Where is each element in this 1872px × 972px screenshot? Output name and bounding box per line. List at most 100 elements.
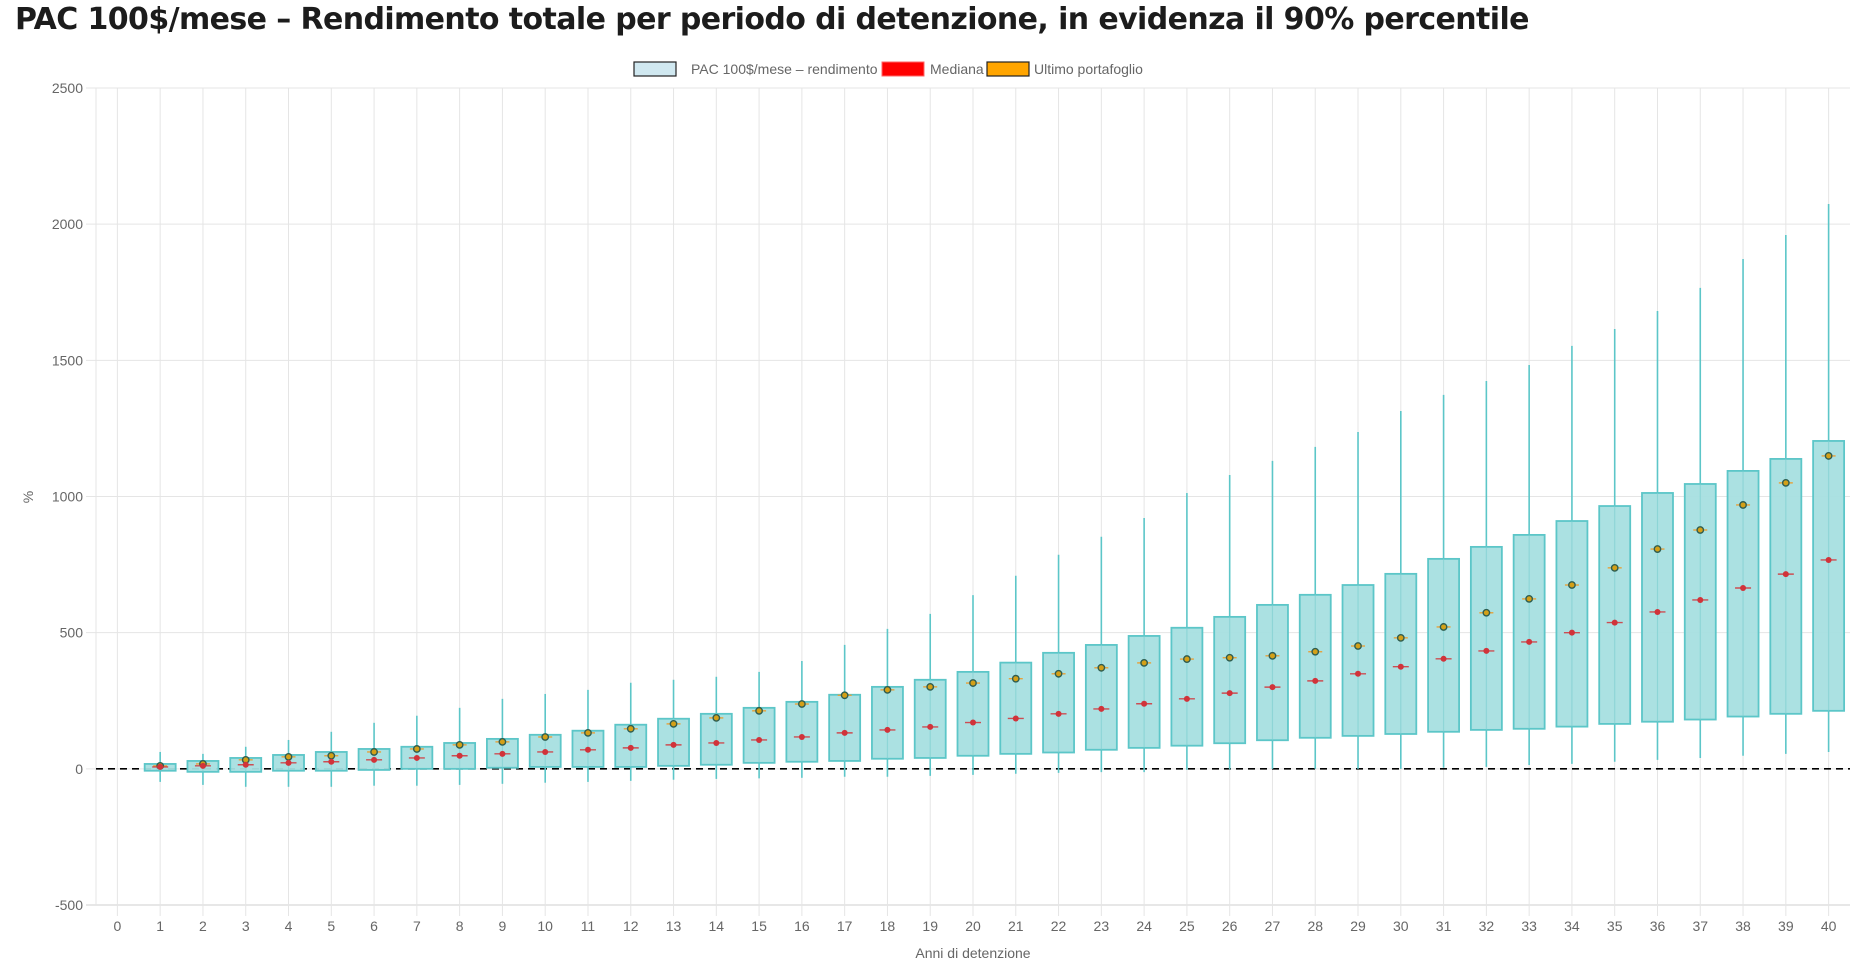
box-group[interactable] — [1469, 381, 1503, 767]
x-tick-label: 17 — [837, 918, 853, 934]
legend-swatch-rendimento — [633, 61, 677, 77]
last-portfolio-point — [498, 737, 507, 746]
last-portfolio-point — [883, 685, 892, 694]
last-portfolio-point — [1781, 478, 1790, 487]
x-tick-label: 21 — [1008, 918, 1024, 934]
chart-title: PAC 100$/mese – Rendimento totale per pe… — [15, 2, 1529, 37]
x-tick-label: 25 — [1179, 918, 1195, 934]
box-group[interactable] — [1256, 460, 1289, 769]
x-tick-label: 27 — [1265, 918, 1281, 934]
box-group[interactable] — [229, 746, 263, 787]
box-group[interactable] — [785, 660, 819, 778]
box-group[interactable] — [272, 739, 305, 787]
box-group[interactable] — [1341, 431, 1375, 769]
box-group[interactable] — [486, 698, 519, 784]
x-tick-label: 30 — [1393, 918, 1409, 934]
x-tick-label: 34 — [1564, 918, 1580, 934]
median-point — [499, 750, 506, 757]
box-group[interactable] — [999, 575, 1033, 774]
box-group[interactable] — [1598, 329, 1632, 762]
last-portfolio-point — [969, 679, 977, 687]
box-group[interactable] — [1084, 536, 1118, 773]
last-portfolio-point — [1568, 581, 1576, 589]
box-group[interactable] — [1127, 518, 1161, 773]
box-group[interactable] — [1512, 364, 1546, 766]
median-point — [285, 759, 292, 766]
median-point — [1697, 596, 1704, 603]
median-point — [328, 758, 335, 765]
last-portfolio-point — [1097, 663, 1106, 672]
box-group[interactable] — [1213, 474, 1247, 770]
box-group[interactable] — [1170, 492, 1204, 770]
last-portfolio-point — [1739, 501, 1747, 509]
last-portfolio-point — [1610, 563, 1619, 572]
median-point — [157, 763, 164, 770]
box-group[interactable] — [699, 676, 733, 779]
median-point — [1440, 655, 1447, 662]
median-point — [970, 719, 976, 726]
x-tick-label: 19 — [922, 918, 938, 934]
box-group[interactable] — [443, 707, 477, 785]
median-point — [371, 756, 378, 763]
last-portfolio-point — [1396, 633, 1405, 642]
box-group[interactable] — [143, 751, 177, 782]
box-group[interactable] — [528, 693, 562, 783]
last-portfolio-point — [1439, 623, 1448, 631]
box-group[interactable] — [913, 613, 947, 776]
legend-item-ultimo[interactable]: Ultimo portafoglio — [986, 61, 1143, 77]
box-group[interactable] — [1555, 345, 1589, 764]
median-point — [1183, 695, 1190, 702]
box-group[interactable] — [614, 682, 648, 781]
box-group[interactable] — [1042, 554, 1075, 773]
legend-swatch-ultimo — [986, 61, 1030, 77]
last-portfolio-point — [1054, 669, 1063, 678]
x-tick-label: 3 — [242, 918, 250, 934]
legend-label-rendimento: PAC 100$/mese – rendimento totale — [691, 61, 916, 77]
last-portfolio-point — [541, 733, 550, 741]
box-group[interactable] — [571, 689, 605, 782]
y-tick-label: 1500 — [52, 352, 83, 368]
box-group[interactable] — [357, 722, 391, 786]
box-group[interactable] — [1683, 287, 1717, 758]
box-group[interactable] — [1726, 259, 1760, 756]
box-group[interactable] — [657, 679, 690, 780]
median-point — [1526, 638, 1533, 645]
box-group[interactable] — [1427, 394, 1460, 768]
box-group[interactable] — [186, 753, 220, 785]
last-portfolio-point — [1653, 545, 1662, 553]
median-point — [1654, 608, 1661, 615]
box-group[interactable] — [1641, 311, 1674, 760]
box-group[interactable] — [1812, 204, 1846, 752]
legend-item-mediana[interactable]: Mediana — [881, 61, 984, 77]
x-tick-label: 0 — [113, 918, 121, 934]
box-group[interactable] — [400, 715, 434, 786]
median-point — [199, 762, 206, 769]
box-group[interactable] — [1384, 410, 1418, 769]
median-point — [1825, 556, 1832, 563]
box-group[interactable] — [1298, 446, 1332, 769]
x-tick-label: 40 — [1821, 918, 1837, 934]
box-group[interactable] — [314, 731, 348, 787]
x-tick-label: 33 — [1521, 918, 1537, 934]
median-point — [1098, 705, 1105, 712]
x-tick-label: 35 — [1607, 918, 1623, 934]
legend-label-mediana: Mediana — [930, 61, 984, 77]
y-tick-label: 0 — [75, 761, 83, 777]
x-tick-label: 23 — [1094, 918, 1110, 934]
median-point — [1740, 585, 1747, 592]
legend-item-rendimento[interactable]: PAC 100$/mese – rendimento totale — [633, 61, 916, 77]
box-group[interactable] — [742, 671, 776, 779]
last-portfolio-point — [327, 751, 336, 760]
legend-swatch-mediana — [881, 61, 925, 77]
box-group[interactable] — [1769, 235, 1803, 754]
boxes-layer — [143, 204, 1846, 787]
last-portfolio-point — [626, 724, 635, 733]
box-group[interactable] — [956, 595, 990, 775]
grid-layer — [86, 87, 1850, 916]
last-portfolio-point — [1696, 526, 1705, 534]
box-group[interactable] — [871, 628, 904, 777]
box-group[interactable] — [828, 644, 862, 777]
last-portfolio-point — [584, 728, 592, 737]
legend-label-ultimo: Ultimo portafoglio — [1034, 61, 1143, 77]
y-tick-label: 2000 — [52, 216, 83, 232]
